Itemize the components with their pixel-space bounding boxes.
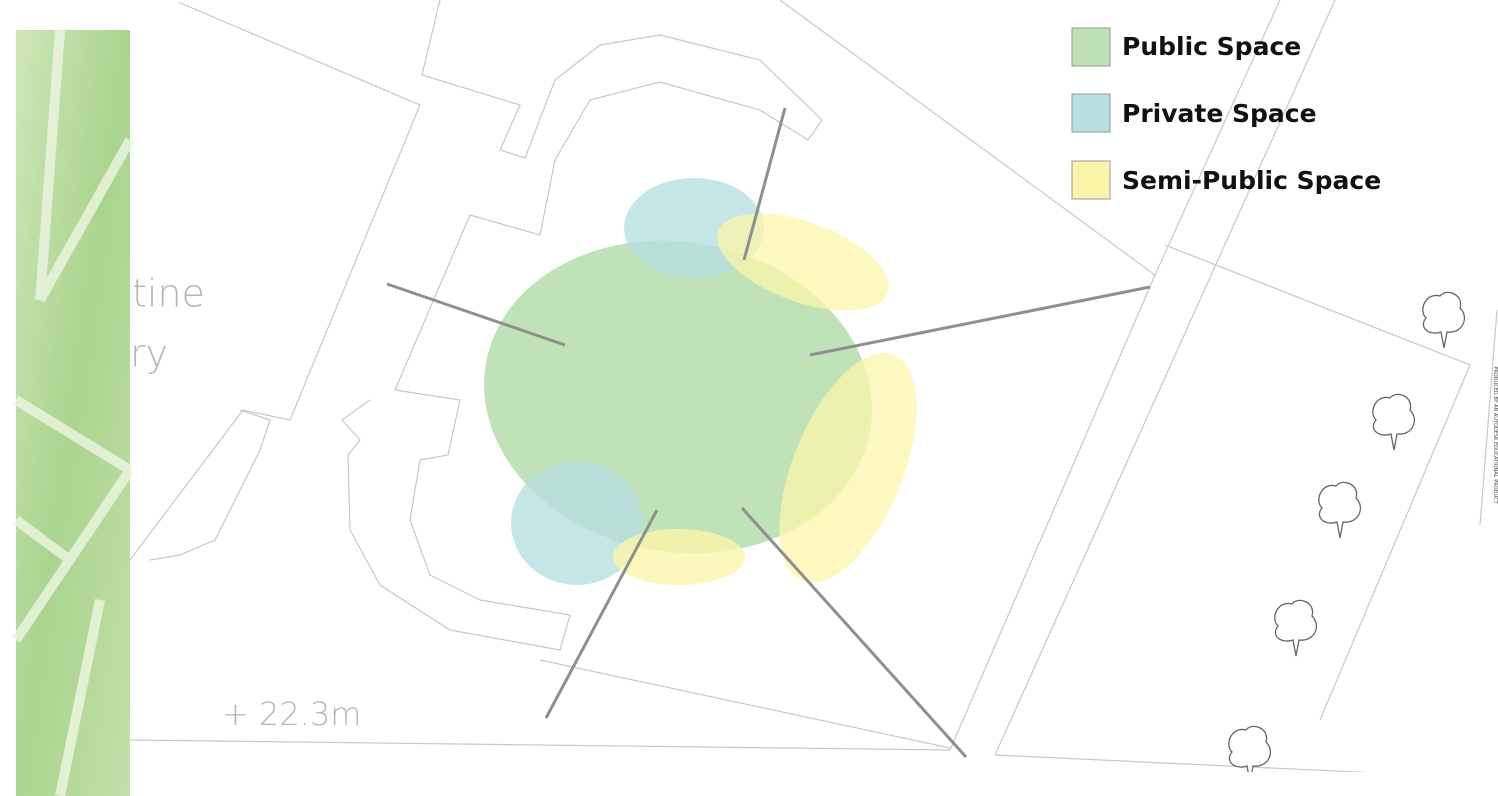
legend-label: Public Space [1122,32,1301,61]
elevation-label: + 22.3m [222,695,361,733]
watermark: PRODUCED BY AN AUTODESK EDUCATIONAL PROD… [1492,366,1498,504]
leaf-image [16,30,130,796]
cut-label: tine [132,272,205,316]
cut-label: ry [130,332,168,376]
zones [459,178,945,602]
legend-swatch [1072,161,1110,199]
legend-label: Private Space [1122,99,1317,128]
legend-swatch [1072,28,1110,66]
legend-swatch [1072,94,1110,132]
legend-label: Semi-Public Space [1122,166,1381,195]
trees [1229,292,1465,796]
site-plan: tine ry + 22.3m PRODUCED BY AN AUTODESK … [0,0,1498,796]
legend: Public Space Private Space Semi-Public S… [1072,28,1381,199]
